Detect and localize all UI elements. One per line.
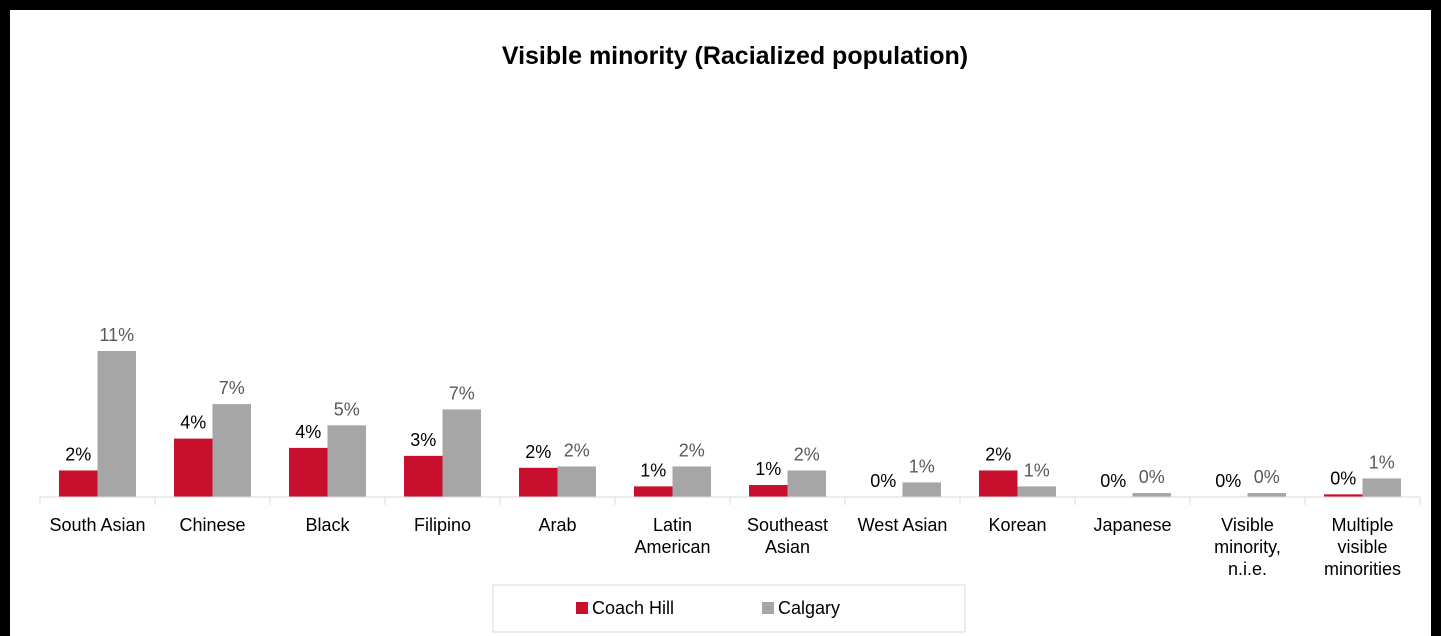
x-tick-label: Visible minority, n.i.e.: [1214, 515, 1281, 579]
bar: [442, 409, 481, 497]
bar: [634, 486, 673, 497]
bar: [1017, 486, 1056, 497]
bar: [404, 455, 443, 497]
x-tick-label: Filipino: [413, 515, 472, 535]
bar: [289, 447, 328, 497]
data-label: 2%: [65, 444, 91, 464]
data-label: 7%: [449, 383, 475, 403]
data-label: 2%: [679, 440, 705, 460]
data-label: 1%: [755, 459, 781, 479]
data-label: 2%: [525, 442, 551, 462]
x-tick-label: Multiple visible minorities: [1323, 515, 1402, 579]
x-tick-label: West Asian: [857, 515, 948, 535]
bar: [59, 470, 98, 497]
legend-box: [492, 584, 966, 633]
bar: [1362, 478, 1401, 497]
data-label: 5%: [334, 399, 360, 419]
x-tick-label: Korean: [988, 515, 1047, 535]
bar: [519, 467, 558, 497]
data-label: 0%: [1100, 471, 1126, 491]
bar: [979, 470, 1018, 497]
data-label: 1%: [1369, 452, 1395, 472]
data-label: 0%: [1215, 471, 1241, 491]
data-label: 4%: [295, 422, 321, 442]
x-tick-label: Chinese: [179, 515, 246, 535]
bar: [1324, 494, 1363, 497]
legend-swatch: [762, 602, 774, 614]
data-label: 0%: [1254, 467, 1280, 487]
data-label: 11%: [99, 325, 134, 345]
bar: [1247, 493, 1286, 497]
data-label: 2%: [564, 440, 590, 460]
data-label: 1%: [1024, 460, 1050, 480]
x-tick-label: Japanese: [1093, 515, 1172, 535]
data-label: 0%: [1330, 468, 1356, 488]
data-label: 4%: [180, 413, 206, 433]
x-tick-label: Southeast Asian: [746, 515, 829, 557]
bar: [672, 466, 711, 497]
data-label: 1%: [909, 456, 935, 476]
data-label: 0%: [870, 471, 896, 491]
data-label: 0%: [1139, 467, 1165, 487]
legend-swatch: [576, 602, 588, 614]
bar: [174, 438, 213, 497]
data-label: 2%: [985, 444, 1011, 464]
bar: [327, 425, 366, 497]
bar: [97, 351, 136, 497]
data-label: 2%: [794, 444, 820, 464]
bar: [902, 482, 941, 497]
bar: [557, 466, 596, 497]
legend-label: Calgary: [778, 598, 840, 618]
bar: [1132, 493, 1171, 497]
bar: [212, 404, 251, 497]
x-tick-label: South Asian: [49, 515, 146, 535]
legend-label: Coach Hill: [592, 598, 674, 618]
x-tick-label: Latin American: [634, 515, 711, 557]
bar: [749, 485, 788, 497]
chart-title: Visible minority (Racialized population): [502, 42, 968, 70]
data-label: 7%: [219, 378, 245, 398]
bar: [787, 470, 826, 497]
x-tick-label: Arab: [538, 515, 577, 535]
data-label: 1%: [640, 460, 666, 480]
data-label: 3%: [410, 430, 436, 450]
x-tick-label: Black: [305, 515, 350, 535]
